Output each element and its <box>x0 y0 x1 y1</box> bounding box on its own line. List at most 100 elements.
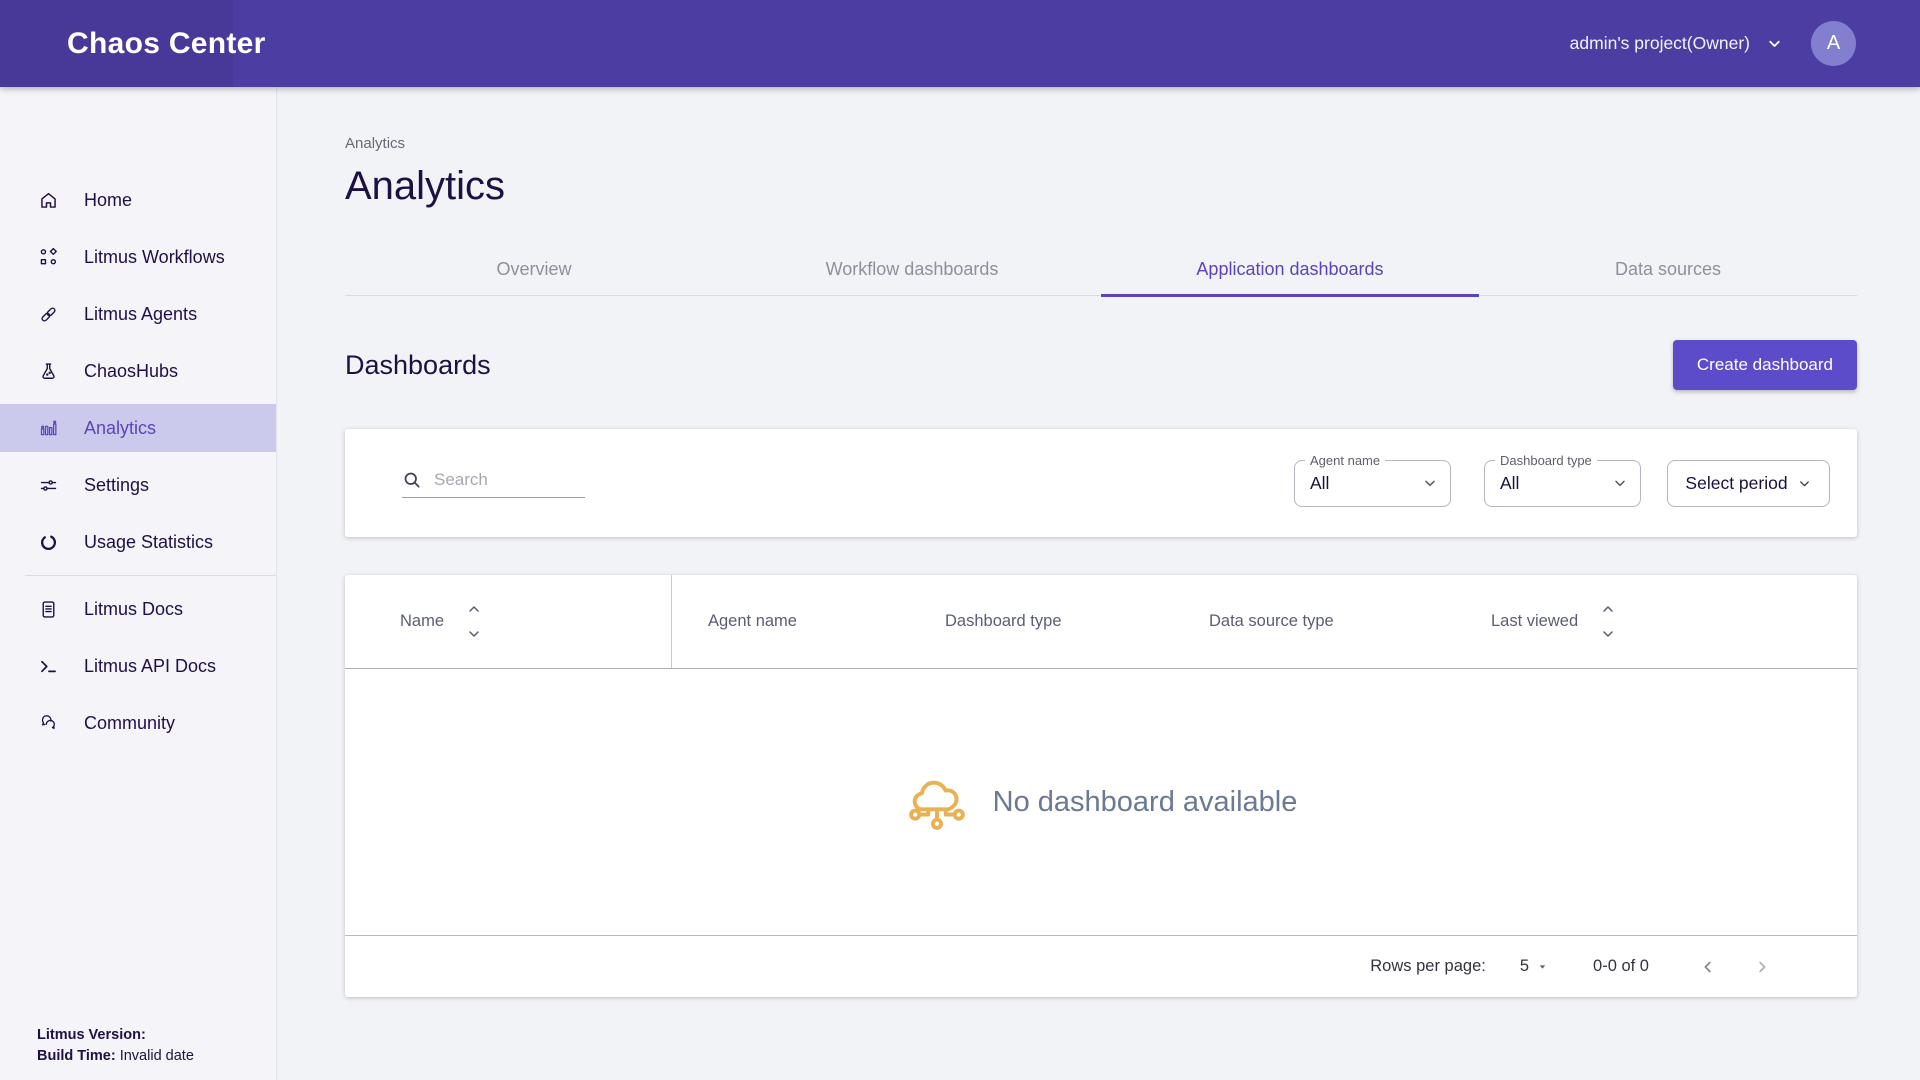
sort-icons[interactable] <box>1602 605 1614 638</box>
link-icon <box>37 303 59 325</box>
table-header-row: Name Agent name Dashboard type Data sour… <box>345 575 1857 669</box>
pagination-range: 0-0 of 0 <box>1593 957 1649 975</box>
search-icon <box>402 470 422 490</box>
build-time-label: Build Time: <box>37 1048 116 1064</box>
sidebar-item-label: ChaosHubs <box>84 360 179 381</box>
page-title: Analytics <box>345 164 506 208</box>
column-label: Dashboard type <box>945 612 1062 630</box>
column-label: Agent name <box>708 612 797 630</box>
app-header: Chaos Center admin's project(Owner) A <box>0 0 1920 87</box>
chevron-down-icon <box>1422 475 1438 491</box>
sidebar-item-label: Litmus Docs <box>84 598 184 619</box>
settings-icon <box>37 474 59 496</box>
sidebar-item-label: Litmus API Docs <box>84 655 217 676</box>
main-content: Analytics Analytics Overview Workflow da… <box>277 87 1920 1080</box>
column-label: Name <box>400 612 445 630</box>
sidebar-item-litmus-docs[interactable]: Litmus Docs <box>0 585 276 633</box>
filters: Agent name All Dashboard type All Select… <box>1294 452 1830 507</box>
search-box[interactable] <box>402 468 585 498</box>
previous-page-button[interactable] <box>1695 954 1721 980</box>
sidebar-item-label: Home <box>84 189 133 210</box>
column-header-name[interactable]: Name <box>345 575 672 668</box>
dashboard-type-select-label: Dashboard type <box>1495 452 1597 468</box>
rows-per-page-value: 5 <box>1519 957 1530 975</box>
agent-name-select-value: All <box>1310 472 1330 493</box>
sidebar-item-analytics[interactable]: Analytics <box>0 404 276 452</box>
sidebar-divider <box>25 575 276 576</box>
search-input[interactable] <box>432 468 572 491</box>
breadcrumb-analytics[interactable]: Analytics <box>345 135 406 152</box>
sort-desc-icon <box>1603 631 1613 637</box>
dashboards-table: Name Agent name Dashboard type Data sour… <box>345 575 1857 997</box>
tab-overview[interactable]: Overview <box>496 259 572 279</box>
tab-application-dashboards[interactable]: Application dashboards <box>1101 246 1479 297</box>
sidebar-item-label: Community <box>84 712 176 733</box>
sidebar: Home Litmus Workflows Litmus Agents Chao… <box>0 87 277 1080</box>
sidebar-item-label: Usage Statistics <box>84 531 214 552</box>
sidebar-item-usage-statistics[interactable]: Usage Statistics <box>0 518 276 566</box>
agent-name-select-label: Agent name <box>1305 452 1386 468</box>
project-selector[interactable]: admin's project(Owner) <box>1570 33 1783 54</box>
section-title: Dashboards <box>345 349 491 380</box>
empty-message: No dashboard available <box>992 785 1298 818</box>
avatar-initial: A <box>1826 32 1841 54</box>
litmus-version-label: Litmus Version: <box>37 1027 146 1043</box>
usage-icon <box>37 531 59 553</box>
sidebar-item-litmus-workflows[interactable]: Litmus Workflows <box>0 233 276 281</box>
chevron-right-icon <box>1759 961 1766 972</box>
sidebar-footer: Litmus Version: Build Time: Invalid date <box>37 1025 194 1067</box>
rows-per-page-select[interactable]: 5 <box>1520 957 1549 976</box>
table-empty-state: No dashboard available <box>345 669 1857 935</box>
select-period-button[interactable]: Select period <box>1667 459 1830 507</box>
dashboard-type-select[interactable]: Dashboard type All <box>1484 452 1641 507</box>
chevron-left-icon <box>1704 961 1711 972</box>
tab-workflow-dashboards[interactable]: Workflow dashboards <box>825 259 999 279</box>
next-page-button[interactable] <box>1749 954 1775 980</box>
build-time-value: Invalid date <box>115 1048 194 1064</box>
caret-down-icon <box>1539 965 1546 969</box>
sidebar-item-label: Litmus Agents <box>84 303 198 324</box>
workflows-icon <box>37 246 59 268</box>
sidebar-item-community[interactable]: Community <box>0 699 276 747</box>
rows-per-page-label: Rows per page: <box>1370 957 1486 975</box>
avatar[interactable]: A <box>1811 21 1856 66</box>
app-title: Chaos Center <box>67 26 266 60</box>
project-selector-label: admin's project(Owner) <box>1569 33 1750 53</box>
sidebar-item-home[interactable]: Home <box>0 176 276 224</box>
column-label: Data source type <box>1209 612 1334 630</box>
sidebar-item-litmus-agents[interactable]: Litmus Agents <box>0 290 276 338</box>
select-period-label: Select period <box>1685 472 1788 493</box>
column-label: Last viewed <box>1491 612 1579 630</box>
chevron-down-icon <box>1612 475 1628 491</box>
terminal-icon <box>37 655 59 677</box>
home-icon <box>37 189 59 211</box>
sidebar-item-settings[interactable]: Settings <box>0 461 276 509</box>
sort-asc-icon <box>1603 606 1613 612</box>
sidebar-item-label: Settings <box>84 474 150 495</box>
sidebar-item-label: Analytics <box>84 417 157 438</box>
sidebar-item-litmus-api-docs[interactable]: Litmus API Docs <box>0 642 276 690</box>
document-icon <box>37 598 59 620</box>
tab-bar: Overview Workflow dashboards Application… <box>345 246 1857 297</box>
sort-asc-icon <box>469 606 479 612</box>
tab-data-sources[interactable]: Data sources <box>1614 259 1722 279</box>
breadcrumb[interactable]: Analytics <box>345 87 1857 152</box>
sidebar-item-label: Litmus Workflows <box>84 246 225 267</box>
sort-desc-icon <box>469 631 479 637</box>
sidebar-nav: Home Litmus Workflows Litmus Agents Chao… <box>0 87 276 747</box>
header-right: admin's project(Owner) A <box>1570 21 1856 66</box>
table-pagination: Rows per page: 5 0-0 of 0 <box>345 935 1857 997</box>
sort-icons[interactable] <box>468 605 480 638</box>
column-header-dashboard-type[interactable]: Dashboard type <box>909 575 1173 668</box>
dashboards-section-header: Dashboards Create dashboard <box>345 340 1857 390</box>
cloud-network-icon <box>905 770 969 834</box>
chat-icon <box>37 712 59 734</box>
agent-name-select[interactable]: Agent name All <box>1294 452 1451 507</box>
column-header-last-viewed[interactable]: Last viewed <box>1455 575 1857 668</box>
column-header-agent-name[interactable]: Agent name <box>672 575 909 668</box>
dashboard-type-select-value: All <box>1500 472 1520 493</box>
column-header-data-source-type[interactable]: Data source type <box>1173 575 1455 668</box>
chevron-down-icon <box>1797 476 1812 491</box>
sidebar-item-chaoshubs[interactable]: ChaosHubs <box>0 347 276 395</box>
create-dashboard-button[interactable]: Create dashboard <box>1672 340 1857 390</box>
